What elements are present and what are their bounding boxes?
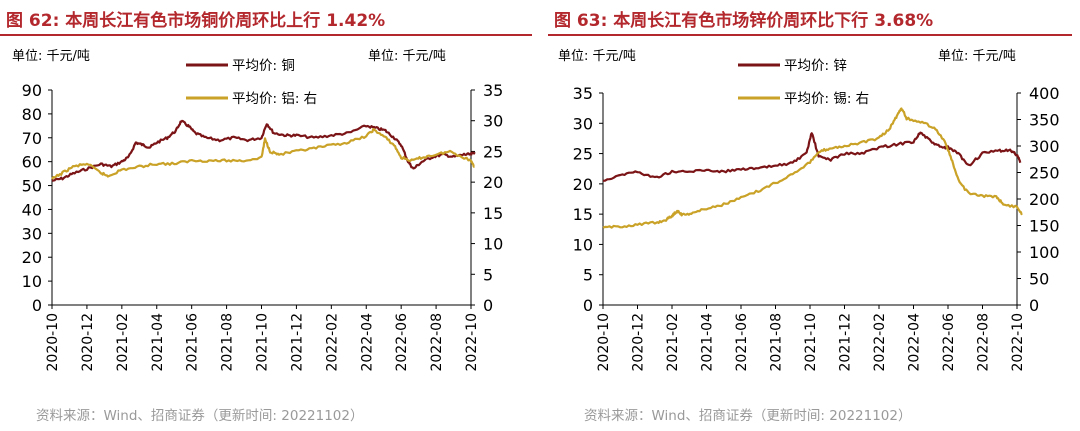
- chart-panel-zinc: 图 63: 本周长江有色市场锌价周环比下行 3.68% 单位: 千元/吨 单位: …: [548, 0, 1080, 431]
- y-tick-label-right: 30: [483, 112, 503, 131]
- x-tick-label: 2022-08: [976, 313, 992, 372]
- y-tick-label-left: 20: [22, 248, 42, 267]
- x-tick-label: 2020-12: [631, 313, 647, 372]
- y-tick-label-right: 20: [483, 173, 503, 192]
- y-tick-label-right: 0: [1029, 296, 1039, 315]
- y-tick-label-right: 5: [483, 265, 493, 284]
- title-rule: [548, 34, 1072, 36]
- y-tick-label-right: 50: [1029, 270, 1049, 289]
- x-tick-label: 2022-10: [1010, 313, 1026, 372]
- y-tick-label-right: 300: [1029, 137, 1060, 156]
- y-tick-label-left: 30: [22, 224, 42, 243]
- y-tick-label-left: 40: [22, 200, 42, 219]
- x-tick-label: 2022-04: [907, 313, 923, 372]
- x-tick-label: 2021-08: [769, 313, 785, 372]
- y-tick-label-right: 15: [483, 204, 503, 223]
- y-tick-label-left: 50: [22, 177, 42, 196]
- y-tick-label-left: 0: [583, 296, 593, 315]
- y-tick-label-left: 0: [32, 296, 42, 315]
- y-tick-label-right: 250: [1029, 164, 1060, 183]
- y-tick-label-left: 5: [583, 266, 593, 285]
- x-tick-label: 2021-04: [700, 313, 716, 372]
- legend-label: 平均价: 铝: 右: [232, 91, 317, 107]
- series-line-0: [602, 131, 1022, 182]
- x-tick-label: 2020-12: [80, 313, 96, 372]
- y-tick-label-left: 90: [22, 81, 42, 100]
- x-tick-label: 2022-04: [359, 313, 375, 372]
- x-tick-label: 2022-10: [464, 313, 480, 372]
- x-tick-label: 2022-02: [324, 313, 340, 372]
- x-tick-label: 2021-04: [150, 313, 166, 372]
- y-tick-label-right: 10: [483, 235, 503, 254]
- chart-title: 图 62: 本周长江有色市场铜价周环比上行 1.42%: [6, 11, 386, 31]
- x-tick-label: 2021-10: [803, 313, 819, 372]
- chart-title: 图 63: 本周长江有色市场锌价周环比下行 3.68%: [554, 11, 934, 31]
- y-tick-label-left: 70: [22, 129, 42, 148]
- chart-panel-copper: 图 62: 本周长江有色市场铜价周环比上行 1.42% 单位: 千元/吨 单位: …: [0, 11, 532, 424]
- x-tick-label: 2021-12: [838, 313, 854, 372]
- x-tick-label: 2021-06: [185, 313, 201, 372]
- x-tick-label: 2021-10: [255, 313, 271, 372]
- y-tick-label-right: 35: [483, 81, 503, 100]
- series-line-1: [602, 107, 1023, 229]
- right-axis-unit: 单位: 千元/吨: [368, 49, 446, 64]
- y-tick-label-left: 15: [573, 205, 593, 224]
- legend-label: 平均价: 锡: 右: [784, 91, 869, 107]
- series-line-1: [51, 128, 476, 180]
- x-tick-label: 2022-06: [394, 313, 410, 372]
- source-note: 资料来源：Wind、招商证券（更新时间: 20221102）: [36, 408, 364, 424]
- y-tick-label-left: 80: [22, 105, 42, 124]
- y-tick-label-right: 25: [483, 142, 503, 161]
- y-tick-label-right: 100: [1029, 243, 1060, 262]
- y-tick-label-left: 35: [573, 84, 593, 103]
- y-tick-label-left: 60: [22, 153, 42, 172]
- x-tick-label: 2021-02: [115, 313, 131, 372]
- y-tick-label-right: 150: [1029, 217, 1060, 236]
- y-tick-label-right: 200: [1029, 190, 1060, 209]
- y-tick-label-right: 350: [1029, 111, 1060, 130]
- x-tick-label: 2022-08: [429, 313, 445, 372]
- x-tick-label: 2021-06: [734, 313, 750, 372]
- x-tick-label: 2022-06: [941, 313, 957, 372]
- y-tick-label-left: 10: [573, 235, 593, 254]
- legend-label: 平均价: 铜: [232, 58, 295, 74]
- x-tick-label: 2021-12: [289, 313, 305, 372]
- left-axis-unit: 单位: 千元/吨: [558, 49, 636, 64]
- legend-label: 平均价: 锌: [784, 58, 847, 74]
- x-tick-label: 2020-10: [45, 313, 61, 372]
- y-tick-label-left: 20: [573, 175, 593, 194]
- x-tick-label: 2021-02: [665, 313, 681, 372]
- series-line-0: [51, 119, 476, 182]
- y-tick-label-left: 25: [573, 145, 593, 164]
- source-note: 资料来源：Wind、招商证券（更新时间: 20221102）: [584, 408, 912, 424]
- title-rule: [0, 34, 532, 36]
- x-tick-label: 2021-08: [220, 313, 236, 372]
- y-tick-label-left: 10: [22, 272, 42, 291]
- y-tick-label-right: 400: [1029, 84, 1060, 103]
- x-tick-label: 2020-10: [596, 313, 612, 372]
- y-tick-label-left: 30: [573, 114, 593, 133]
- left-axis-unit: 单位: 千元/吨: [12, 49, 90, 64]
- y-tick-label-right: 0: [483, 296, 493, 315]
- right-axis-unit: 单位: 千元/吨: [938, 49, 1016, 64]
- x-tick-label: 2022-02: [872, 313, 888, 372]
